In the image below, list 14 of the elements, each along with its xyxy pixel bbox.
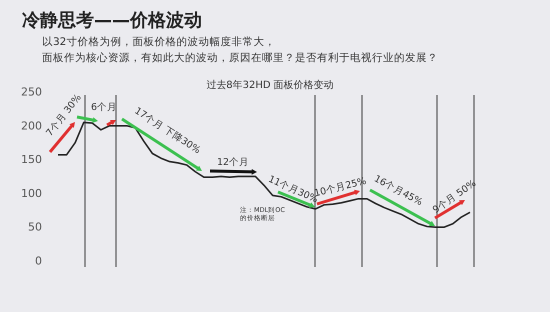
- annotation: 12个月: [216, 156, 250, 168]
- y-tick-label: 200: [21, 119, 42, 132]
- annotation: 17个月 下降30%: [132, 104, 203, 156]
- y-tick-label: 100: [21, 186, 42, 200]
- y-tick-label: 150: [21, 153, 42, 166]
- y-tick-label: 0: [35, 254, 42, 268]
- annotation: 6个月: [90, 101, 118, 113]
- x-axis-title: 过去8年32HD 面板价格变动: [206, 80, 334, 91]
- text: 面板作为核心资源，有如此大的波动，原因在哪里？是否有利于电视行业的发展？: [42, 51, 438, 66]
- annotation: 16个月45%: [372, 172, 425, 208]
- y-tick-label: 250: [21, 86, 42, 98]
- y-tick-label: 50: [28, 220, 42, 234]
- chart-title: 冷静思考——价格波动: [22, 9, 202, 32]
- chart-subtitle: 以32寸价格为例，面板价格的波动幅度非常大，: [42, 35, 276, 50]
